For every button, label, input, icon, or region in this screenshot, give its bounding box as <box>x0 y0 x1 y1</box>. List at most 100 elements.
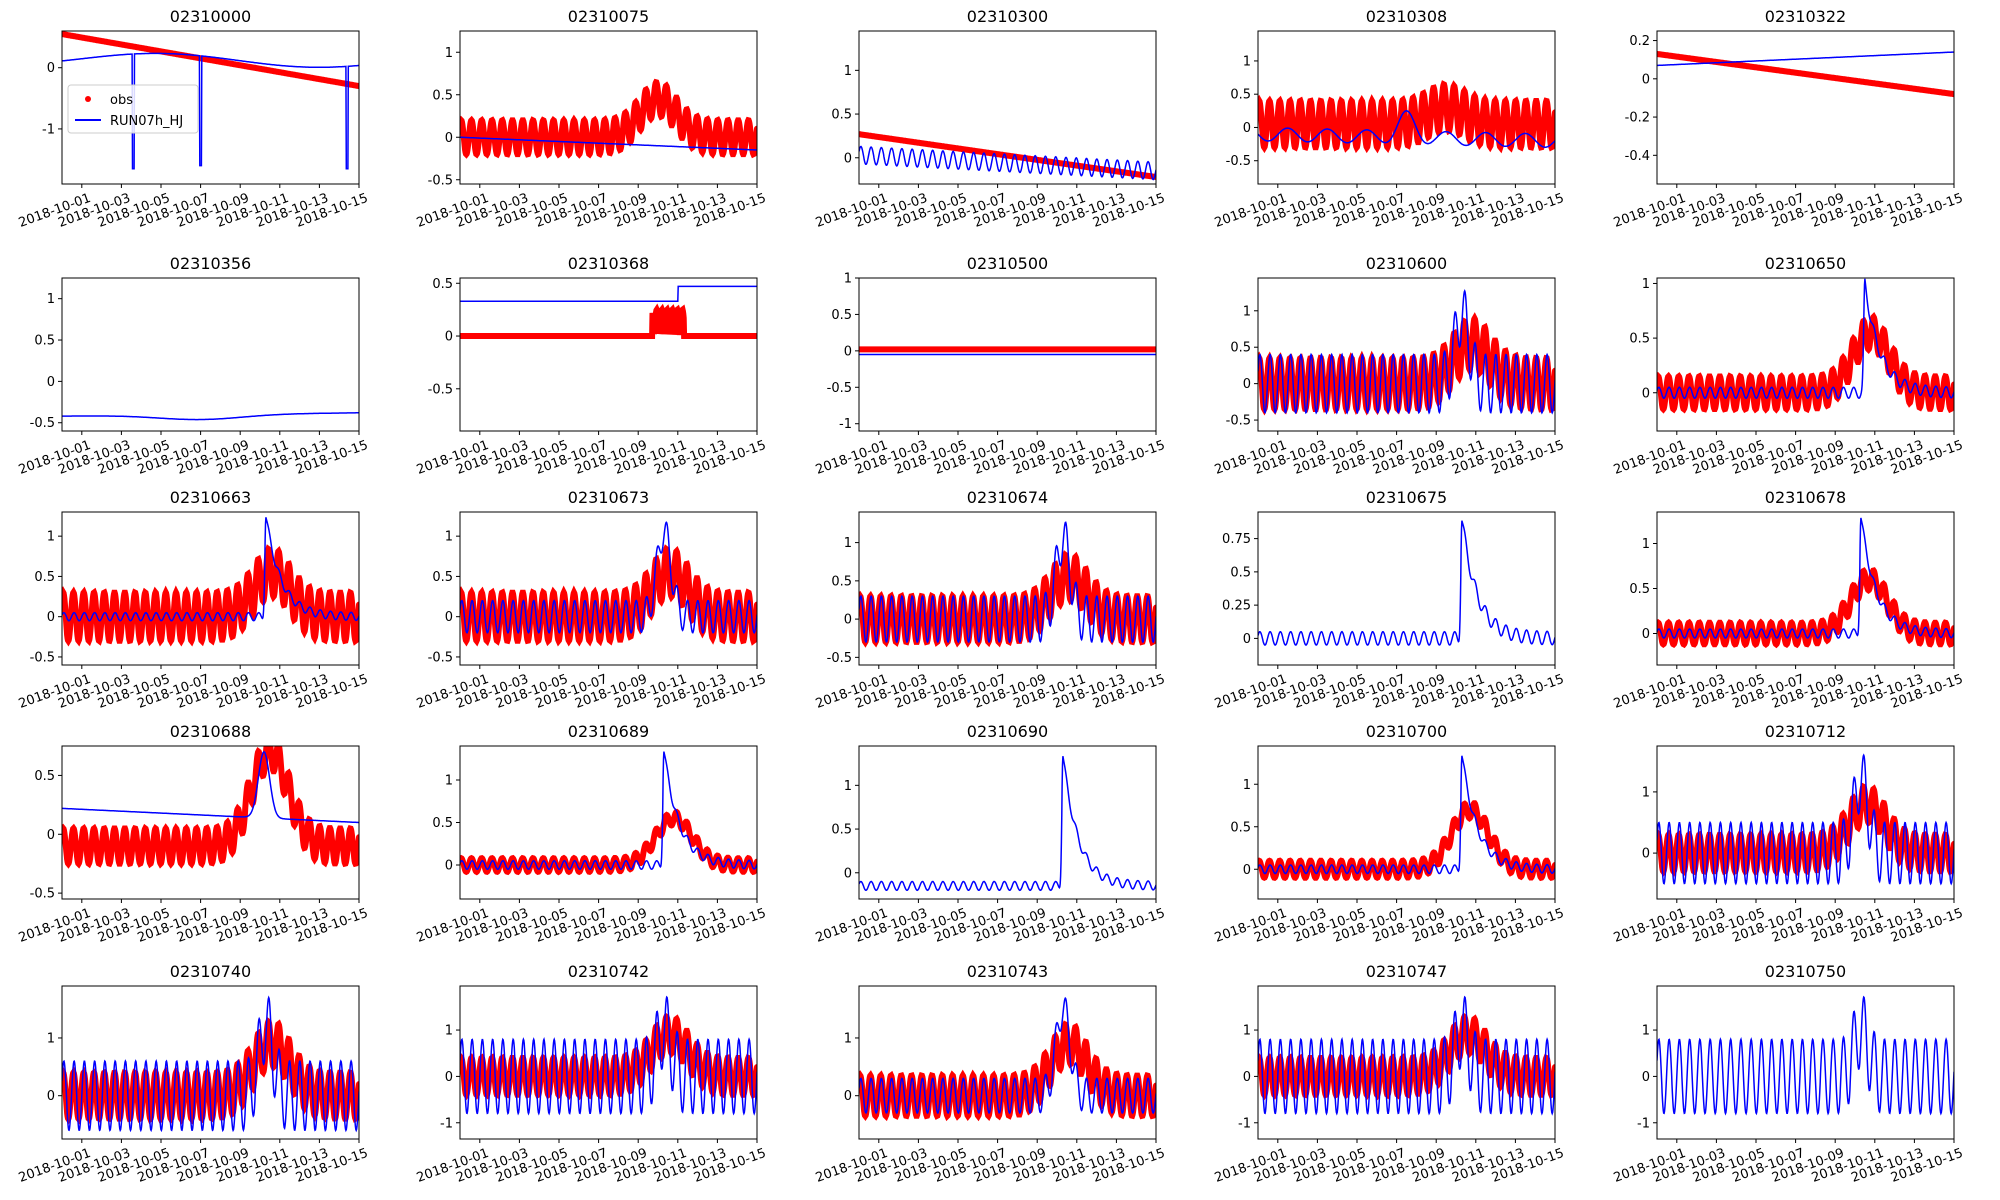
y-tick-label: 0.2 <box>1629 34 1650 49</box>
plot-frame <box>858 985 1157 1140</box>
y-tick-label: -0.5 <box>1226 154 1251 169</box>
subplot-title: 02310740 <box>170 962 251 981</box>
subplot: 023103220.20-0.2-0.42018-10-012018-10-03… <box>1612 7 1965 231</box>
y-tick-label: 0.5 <box>831 308 852 323</box>
subplot: 0231070010.502018-10-012018-10-032018-10… <box>1213 722 1566 946</box>
subplot-title: 02310747 <box>1366 962 1447 981</box>
y-tick-label: 0.5 <box>831 823 852 838</box>
y-tick-label: 0 <box>1243 1070 1251 1085</box>
y-tick-label: 1 <box>47 292 55 307</box>
y-tick-label: 1 <box>1243 778 1251 793</box>
subplot: 0231067810.502018-10-012018-10-032018-10… <box>1612 488 1965 712</box>
model-series <box>62 995 359 1133</box>
y-tick-label: -0.5 <box>827 651 852 666</box>
y-tick-label: 0 <box>445 131 453 146</box>
subplot-title: 02310673 <box>568 488 649 507</box>
y-tick-label: 0 <box>47 61 55 76</box>
model-series <box>1657 51 1954 67</box>
y-tick-label: 0 <box>1642 847 1650 862</box>
subplot-title: 02310663 <box>170 488 251 507</box>
y-tick-label: 0 <box>844 1089 852 1104</box>
subplot: 0231007510.50-0.52018-10-012018-10-03201… <box>415 7 768 231</box>
subplot: 02310743102018-10-012018-10-032018-10-05… <box>814 962 1167 1186</box>
subplot: 023103680.50-0.52018-10-012018-10-032018… <box>415 254 768 478</box>
model-series <box>1258 755 1555 875</box>
subplot-title: 02310678 <box>1765 488 1846 507</box>
y-tick-label: 0 <box>47 375 55 390</box>
y-tick-label: 0 <box>1243 632 1251 647</box>
y-tick-label: -0.5 <box>1226 414 1251 429</box>
obs-series <box>62 544 359 647</box>
obs-series <box>460 78 757 159</box>
subplot-title: 02310368 <box>568 254 649 273</box>
plot-frame <box>61 745 360 900</box>
plot-frame <box>1257 985 1556 1140</box>
plot-frame <box>1656 985 1955 1140</box>
model-series <box>859 996 1156 1115</box>
subplot: 0231030810.50-0.52018-10-012018-10-03201… <box>1213 7 1566 231</box>
subplot-title: 02310742 <box>568 962 649 981</box>
obs-series <box>1657 51 1954 98</box>
y-tick-label: 0 <box>844 866 852 881</box>
subplot-title: 02310075 <box>568 7 649 26</box>
y-tick-label: 1 <box>1642 537 1650 552</box>
plot-frame <box>61 277 360 432</box>
y-tick-label: 0 <box>844 151 852 166</box>
y-tick-label: 1 <box>445 530 453 545</box>
y-tick-label: 0 <box>1642 1070 1650 1085</box>
y-tick-label: 1 <box>1243 304 1251 319</box>
y-tick-label: 0.5 <box>831 108 852 123</box>
y-tick-label: 0.5 <box>1230 820 1251 835</box>
y-tick-label: 0.5 <box>1230 88 1251 103</box>
subplot: 023106880.50-0.52018-10-012018-10-032018… <box>17 722 370 946</box>
plot-frame <box>1257 745 1556 900</box>
subplot: 0231068910.502018-10-012018-10-032018-10… <box>415 722 768 946</box>
subplot: 0231074210-12018-10-012018-10-032018-10-… <box>415 962 768 1186</box>
plot-frame <box>1257 511 1556 666</box>
y-tick-label: 0 <box>47 1089 55 1104</box>
y-tick-label: -0.4 <box>1625 149 1650 164</box>
y-tick-label: 0.5 <box>34 769 55 784</box>
y-tick-label: 0.5 <box>432 277 453 292</box>
obs-series <box>460 303 757 339</box>
subplot: 0231075010-12018-10-012018-10-032018-10-… <box>1612 962 1965 1186</box>
y-tick-label: 0 <box>47 828 55 843</box>
subplot: 023100000-12018-10-012018-10-032018-10-0… <box>17 7 370 231</box>
model-series <box>460 995 757 1116</box>
subplot: 02310740102018-10-012018-10-032018-10-05… <box>17 962 370 1186</box>
obs-series <box>859 131 1156 180</box>
model-series <box>1258 288 1555 415</box>
y-tick-label: 0.5 <box>1629 332 1650 347</box>
obs-series <box>62 31 359 90</box>
model-series <box>62 52 359 170</box>
subplot: 023106750.750.50.2502018-10-012018-10-03… <box>1213 488 1566 712</box>
y-tick-label: 0.5 <box>1629 582 1650 597</box>
subplot: 0231060010.50-0.52018-10-012018-10-03201… <box>1213 254 1566 478</box>
model-series <box>62 751 359 824</box>
y-tick-label: 0 <box>445 1070 453 1085</box>
subplot: 0231065010.502018-10-012018-10-032018-10… <box>1612 254 1965 478</box>
model-series <box>62 517 359 622</box>
y-tick-label: 0 <box>1243 377 1251 392</box>
y-tick-label: 1 <box>1243 1024 1251 1039</box>
model-series <box>1258 110 1555 148</box>
subplot-title: 02310712 <box>1765 722 1846 741</box>
model-series <box>1258 520 1555 646</box>
y-tick-label: 0 <box>445 610 453 625</box>
y-tick-label: -0.5 <box>428 650 453 665</box>
plot-frame <box>1257 277 1556 432</box>
y-tick-label: 0 <box>1243 863 1251 878</box>
model-series <box>1657 517 1954 639</box>
legend-obs-marker <box>85 96 91 102</box>
y-tick-label: 0 <box>1642 627 1650 642</box>
plot-frame <box>858 30 1157 185</box>
subplot: 0231067310.50-0.52018-10-012018-10-03201… <box>415 488 768 712</box>
y-tick-label: 1 <box>445 46 453 61</box>
model-series <box>1657 995 1954 1116</box>
y-tick-label: 0 <box>1642 386 1650 401</box>
subplot-title: 02310674 <box>967 488 1048 507</box>
subplot-title: 02310700 <box>1366 722 1447 741</box>
y-tick-label: 1 <box>1642 785 1650 800</box>
y-tick-label: 0.5 <box>432 816 453 831</box>
plot-frame <box>459 30 758 185</box>
